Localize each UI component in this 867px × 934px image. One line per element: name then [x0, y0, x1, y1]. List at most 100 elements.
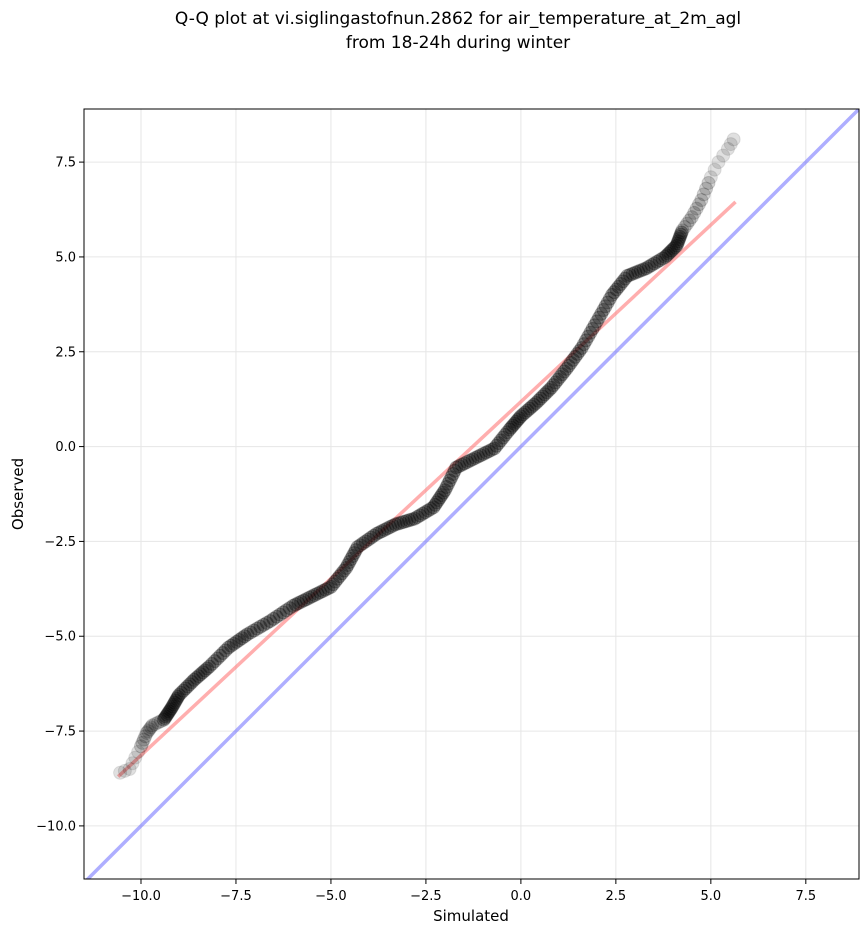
qq-point: [609, 282, 624, 297]
qq-point: [684, 210, 699, 225]
qq-point: [246, 623, 261, 638]
qq-point: [691, 197, 706, 212]
qq-point: [701, 175, 716, 190]
qq-point: [339, 560, 354, 575]
qq-point: [167, 695, 182, 710]
qq-point: [522, 401, 537, 416]
qq-point: [433, 490, 448, 505]
qq-point: [178, 681, 193, 696]
qq-point: [669, 238, 684, 253]
qq-point: [576, 337, 591, 352]
qq-point: [310, 586, 325, 601]
x-tick-label: −7.5: [220, 889, 252, 904]
y-axis-label: Observed: [9, 458, 27, 530]
qq-point: [176, 683, 191, 698]
qq-point: [174, 685, 189, 700]
y-axis-ticks: −10.0 −7.5 −5.0 −2.5 0.0 2.5 5.0 7.5: [36, 156, 84, 834]
qq-point: [600, 295, 615, 310]
qq-point: [644, 258, 659, 273]
qq-point: [364, 530, 379, 545]
qq-point: [307, 588, 322, 603]
qq-point: [479, 445, 494, 460]
x-axis-ticks: −10.0 −7.5 −5.0 −2.5 0.0 2.5 5.0 7.5: [121, 879, 816, 904]
qq-point: [145, 718, 160, 733]
qq-point: [682, 213, 697, 228]
qq-point: [707, 162, 722, 177]
qq-point: [672, 232, 687, 247]
qq-point: [158, 709, 173, 724]
qq-point: [544, 380, 559, 395]
qq-point: [232, 633, 247, 648]
qq-point: [340, 557, 355, 572]
qq-point: [531, 393, 546, 408]
qq-point: [234, 631, 249, 646]
qq-point: [552, 369, 567, 384]
qq-point: [468, 450, 483, 465]
qq-point: [520, 403, 535, 418]
qq-point: [418, 505, 433, 520]
qq-point: [533, 391, 548, 406]
qq-point: [592, 310, 607, 325]
qq-point: [720, 141, 735, 156]
qq-point: [696, 187, 711, 202]
qq-point: [263, 614, 278, 629]
qq-point: [650, 254, 665, 269]
qq-point: [647, 256, 662, 271]
qq-point: [542, 382, 557, 397]
qq-point: [636, 262, 651, 277]
qq-point: [615, 274, 630, 289]
qq-point: [391, 516, 406, 531]
y-tick-label: −5.0: [44, 630, 76, 645]
qq-point: [133, 739, 148, 754]
qq-point: [125, 756, 140, 771]
qq-point: [332, 569, 347, 584]
qq-point: [666, 241, 681, 256]
qq-point: [276, 605, 291, 620]
qq-point: [113, 765, 128, 780]
qq-point: [135, 735, 150, 750]
qq-point: [620, 268, 635, 283]
qq-point: [607, 285, 622, 300]
chart-title-line-1: Q-Q plot at vi.siglingastofnun.2862 for …: [175, 9, 741, 29]
qq-point: [372, 525, 387, 540]
qq-point: [366, 528, 381, 543]
qq-point: [633, 263, 648, 278]
qq-point: [431, 492, 446, 507]
qq-point: [182, 677, 197, 692]
x-tick-label: −10.0: [121, 889, 161, 904]
qq-point: [561, 358, 576, 373]
qq-point: [139, 725, 154, 740]
qq-point: [291, 596, 306, 611]
qq-point: [240, 627, 255, 642]
qq-point: [210, 651, 225, 666]
qq-point: [385, 518, 400, 533]
qq-point: [454, 457, 469, 472]
qq-point: [652, 253, 667, 268]
qq-point: [471, 449, 486, 464]
qq-point: [716, 148, 731, 163]
qq-point: [141, 724, 156, 739]
qq-point: [218, 643, 233, 658]
qq-point: [404, 512, 419, 527]
qq-point: [572, 343, 587, 358]
qq-point: [481, 444, 496, 459]
qq-point: [622, 267, 637, 282]
qq-point: [128, 750, 143, 765]
qq-point: [302, 590, 317, 605]
qq-point: [288, 597, 303, 612]
qq-point: [153, 714, 168, 729]
x-tick-label: 5.0: [700, 889, 721, 904]
qq-point: [675, 223, 690, 238]
qq-point: [585, 322, 600, 336]
x-axis-label: Simulated: [433, 907, 509, 925]
qq-point: [550, 372, 565, 387]
qq-point: [664, 243, 679, 258]
data-points: [113, 132, 741, 780]
qq-point: [396, 514, 411, 529]
qq-point: [671, 234, 686, 249]
qq-point: [659, 248, 674, 263]
qq-point: [465, 452, 480, 467]
qq-point: [166, 697, 181, 712]
qq-point: [504, 420, 519, 435]
qq-point: [407, 511, 422, 526]
